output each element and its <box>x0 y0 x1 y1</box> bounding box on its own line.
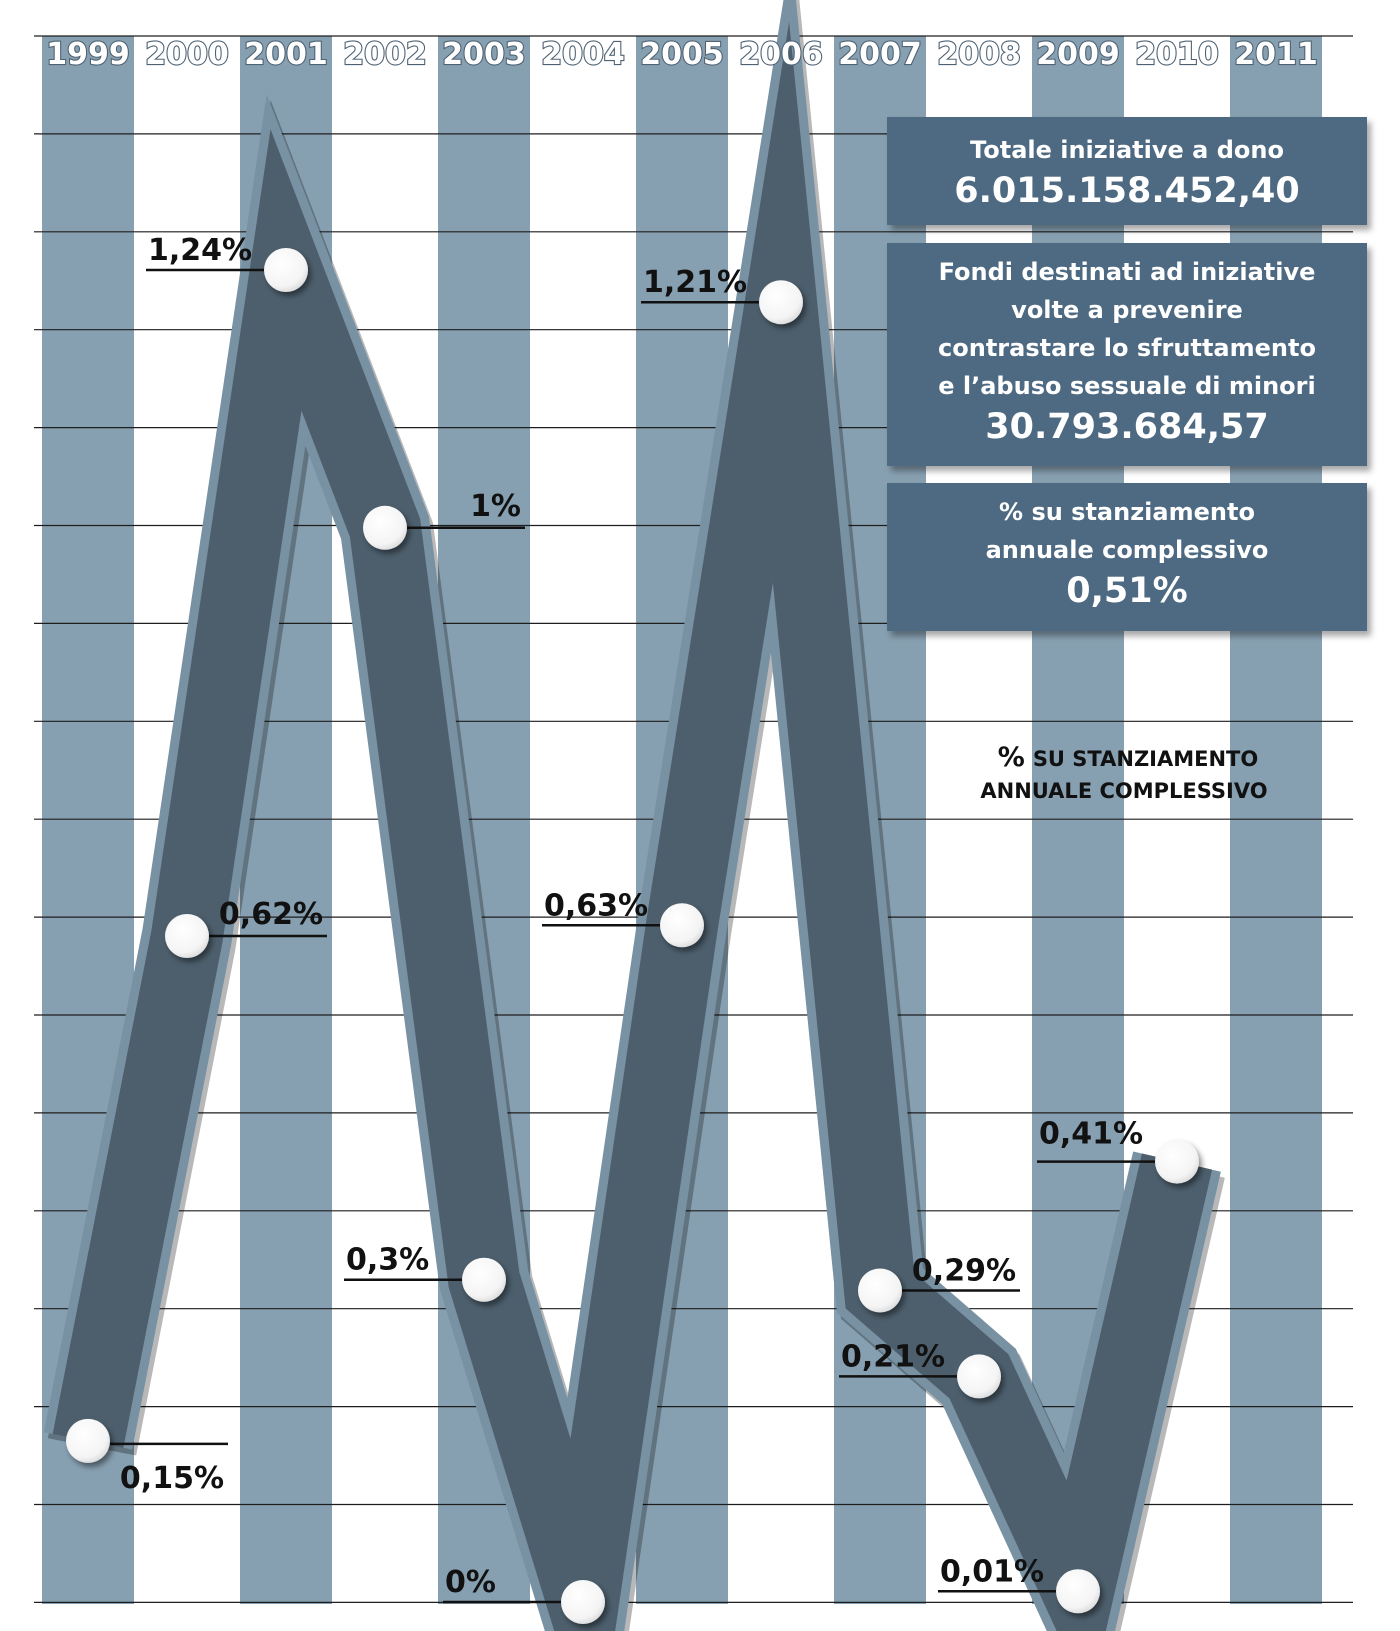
data-label-2001: 1,24% <box>148 233 252 268</box>
data-label-2009: 0,01% <box>940 1554 1044 1589</box>
info-box-share-label-1: % su stanziamento <box>999 498 1255 526</box>
info-box-funds-label-2: volte a prevenire <box>1011 296 1243 324</box>
x-tick-2008: 2008 <box>937 37 1021 72</box>
x-tick-2003: 2003 <box>442 37 526 72</box>
x-tick-2007: 2007 <box>838 37 922 72</box>
annotation-pct: % <box>998 742 1025 773</box>
data-labels: 0,15% 0,62% 1,24% 1% 0,3% 0% 0,63% 1,21% 0,29% 0,… <box>120 233 1143 1600</box>
annotation-line-1: % SU STANZIAMENTO <box>998 742 1258 773</box>
ribbon-body <box>52 21 1213 1631</box>
data-label-1999: 0,15% <box>120 1461 224 1496</box>
data-ribbon <box>43 0 1225 1631</box>
point-2002 <box>363 505 407 550</box>
info-box-funds-label-4: e l’abuso sessuale di minori <box>938 372 1316 400</box>
x-tick-2001: 2001 <box>244 37 328 72</box>
info-box-funds: Fondi destinati ad iniziative volte a pr… <box>887 243 1367 466</box>
info-box-share: % su stanziamento annuale complessivo 0,… <box>887 483 1367 631</box>
info-box-share-value: 0,51% <box>1066 571 1188 611</box>
x-tick-2006: 2006 <box>739 37 823 72</box>
data-label-2004: 0% <box>445 1565 496 1600</box>
label-leaders <box>88 268 1177 1604</box>
info-box-total: Totale iniziative a dono 6.015.158.452,4… <box>887 117 1367 225</box>
year-labels: 1999 2000 2001 2002 2003 2004 2005 2006 2007 2008… <box>45 36 1319 73</box>
info-box-funds-label-1: Fondi destinati ad iniziative <box>938 258 1316 286</box>
data-label-2002: 1% <box>470 489 521 524</box>
info-box-share-label-2: annuale complessivo <box>985 536 1269 564</box>
data-label-2005: 0,63% <box>544 888 648 923</box>
info-box-total-value: 6.015.158.452,40 <box>954 171 1300 211</box>
point-2009 <box>1056 1569 1100 1614</box>
x-tick-2004: 2004 <box>541 37 625 72</box>
x-tick-1999: 1999 <box>46 37 130 72</box>
data-points <box>66 248 1199 1624</box>
point-2001 <box>264 248 308 292</box>
info-box-funds-value: 30.793.684,57 <box>985 407 1269 447</box>
x-tick-2009: 2009 <box>1036 37 1120 72</box>
x-tick-2000: 2000 <box>145 37 229 72</box>
point-2008 <box>957 1354 1001 1399</box>
data-label-2007: 0,29% <box>912 1253 1016 1288</box>
chart-annotation: % SU STANZIAMENTO ANNUALE COMPLESSIVO <box>980 742 1267 803</box>
data-label-2003: 0,3% <box>346 1243 429 1278</box>
x-tick-2005: 2005 <box>640 37 724 72</box>
point-2010 <box>1155 1139 1199 1184</box>
info-box-funds-label-3: contrastare lo sfruttamento <box>938 334 1316 362</box>
data-label-2008: 0,21% <box>841 1339 945 1374</box>
annotation-line-2: ANNUALE COMPLESSIVO <box>980 779 1267 803</box>
data-label-2006: 1,21% <box>643 265 747 300</box>
point-2003 <box>462 1257 506 1302</box>
point-1999 <box>66 1418 110 1463</box>
x-tick-2002: 2002 <box>343 37 427 72</box>
point-2000 <box>165 914 209 958</box>
x-tick-2010: 2010 <box>1135 37 1219 72</box>
data-label-2000: 0,62% <box>219 897 323 932</box>
point-2007 <box>858 1268 902 1313</box>
point-2004 <box>561 1580 605 1624</box>
point-2005 <box>660 903 704 948</box>
info-box-total-label: Totale iniziative a dono <box>970 136 1284 164</box>
point-2006 <box>759 280 803 325</box>
data-label-2010: 0,41% <box>1039 1117 1143 1152</box>
x-tick-2011: 2011 <box>1234 37 1318 72</box>
